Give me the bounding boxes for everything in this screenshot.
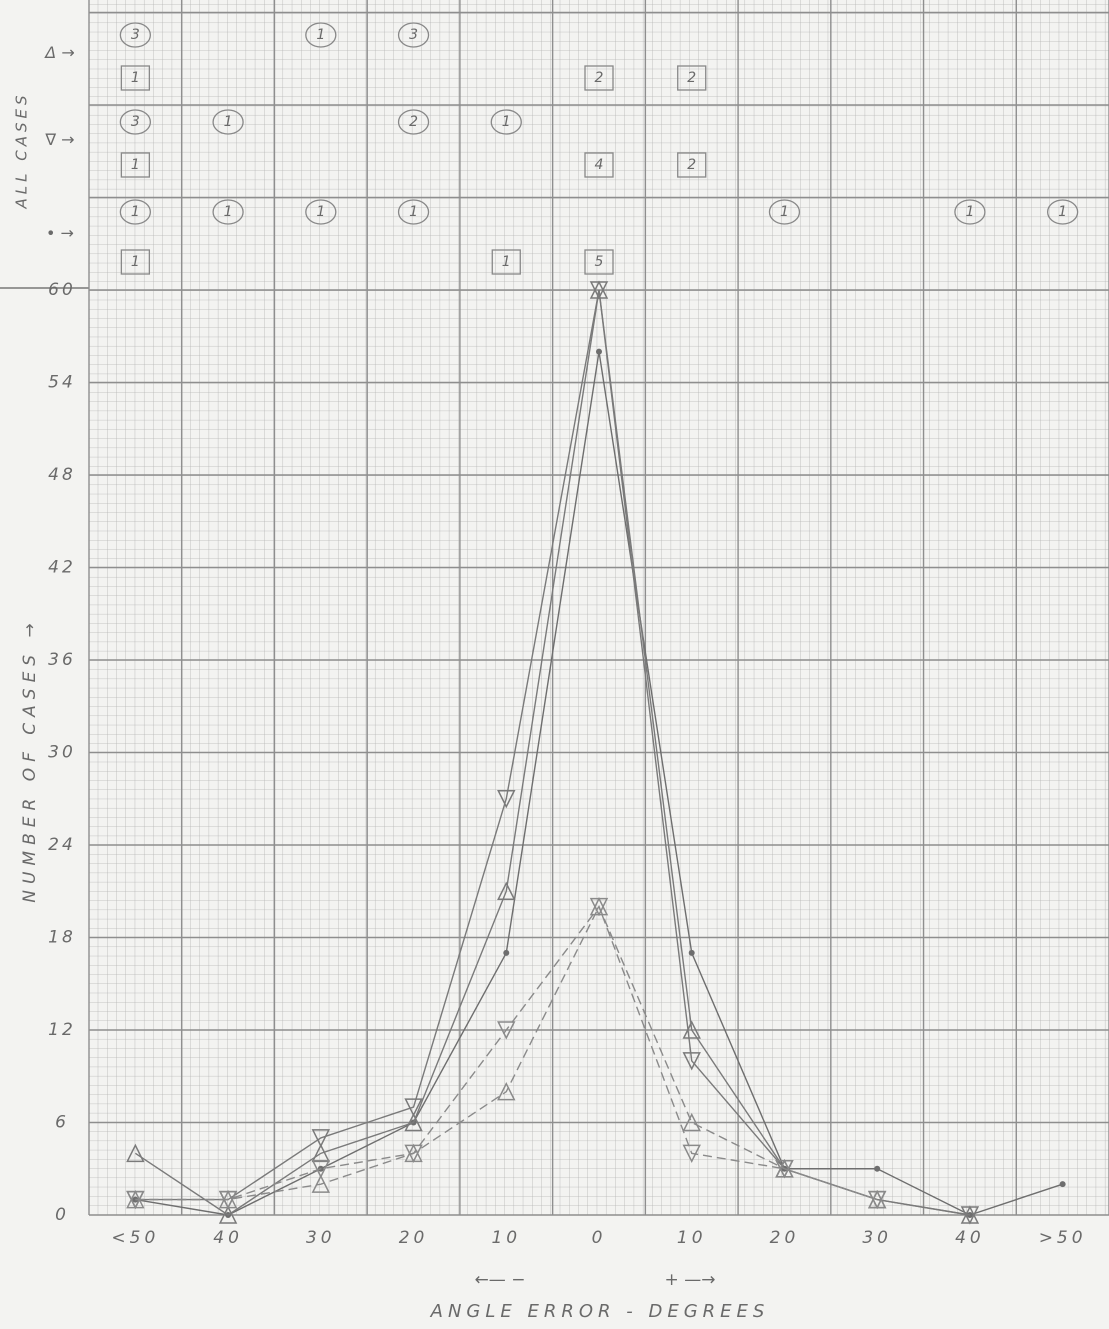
circled-count-text: 1 <box>131 204 140 220</box>
y-tick-label: 42 <box>48 558 76 578</box>
count-row-label: • → <box>46 224 74 243</box>
circled-count-text: 1 <box>502 114 511 130</box>
x-tick-label: 20 <box>770 1228 800 1248</box>
x-tick-label: 40 <box>213 1228 243 1248</box>
y-tick-label: 6 <box>55 1113 69 1133</box>
boxed-count-text: 1 <box>131 157 140 173</box>
graph-paper <box>89 0 1109 1215</box>
y-tick-label: 0 <box>55 1205 69 1225</box>
boxed-count-text: 2 <box>687 70 696 86</box>
y-tick-label: 60 <box>48 280 76 300</box>
point-dot <box>874 1166 880 1172</box>
y-tick-label: 24 <box>48 835 76 855</box>
x-tick-label: 20 <box>399 1228 429 1248</box>
page: {"chart_data": { "type": "line", "y_labe… <box>0 0 1109 1325</box>
boxed-count-text: 4 <box>595 157 604 173</box>
x-tick-label: 0 <box>592 1228 607 1248</box>
circled-count-text: 1 <box>965 204 974 220</box>
circled-count-text: 1 <box>316 27 325 43</box>
x-tick-label: 30 <box>862 1228 892 1248</box>
y-tick-label: 18 <box>48 928 76 948</box>
count-row-label: ∇ → <box>44 130 74 149</box>
circled-count-text: 3 <box>131 27 140 43</box>
x-tick-label: 40 <box>955 1228 985 1248</box>
y-tick-label: 30 <box>48 743 76 763</box>
x-direction-positive: + —→ <box>665 1270 716 1290</box>
x-direction-negative: ←— − <box>475 1270 526 1290</box>
boxed-count-text: 1 <box>131 254 140 270</box>
circled-count-text: 1 <box>224 114 233 130</box>
circled-count-text: 2 <box>409 114 418 130</box>
x-tick-label: >50 <box>1039 1228 1087 1248</box>
circled-count-text: 3 <box>131 114 140 130</box>
x-tick-label: 10 <box>677 1228 707 1248</box>
x-tick-label: 30 <box>306 1228 336 1248</box>
counts-header: ALL CASES <box>13 92 31 210</box>
boxed-count-text: 5 <box>595 254 604 270</box>
point-dot <box>596 349 602 355</box>
boxed-count-text: 1 <box>502 254 511 270</box>
count-row-label: Δ → <box>43 43 74 62</box>
point-dot <box>689 950 695 956</box>
x-tick-label: <50 <box>111 1228 159 1248</box>
circled-count-text: 1 <box>780 204 789 220</box>
y-tick-label: 12 <box>48 1020 76 1040</box>
point-dot <box>503 950 509 956</box>
circled-count-text: 3 <box>409 27 418 43</box>
y-tick-label: 36 <box>48 650 76 670</box>
point-dot <box>1060 1181 1066 1187</box>
y-axis-title: NUMBER OF CASES → <box>20 617 40 902</box>
boxed-count-text: 1 <box>131 70 140 86</box>
y-tick-label: 48 <box>48 465 76 485</box>
circled-count-text: 1 <box>316 204 325 220</box>
x-axis-title: ANGLE ERROR - DEGREES <box>430 1301 770 1322</box>
boxed-count-text: 2 <box>595 70 604 86</box>
chart: ALL CASES NUMBER OF CASES → ←— − + —→ AN… <box>0 0 1109 1325</box>
x-tick-label: 10 <box>491 1228 521 1248</box>
boxed-count-text: 2 <box>687 157 696 173</box>
circled-count-text: 1 <box>409 204 418 220</box>
y-tick-label: 54 <box>48 373 76 393</box>
circled-count-text: 1 <box>1058 204 1067 220</box>
circled-count-text: 1 <box>224 204 233 220</box>
